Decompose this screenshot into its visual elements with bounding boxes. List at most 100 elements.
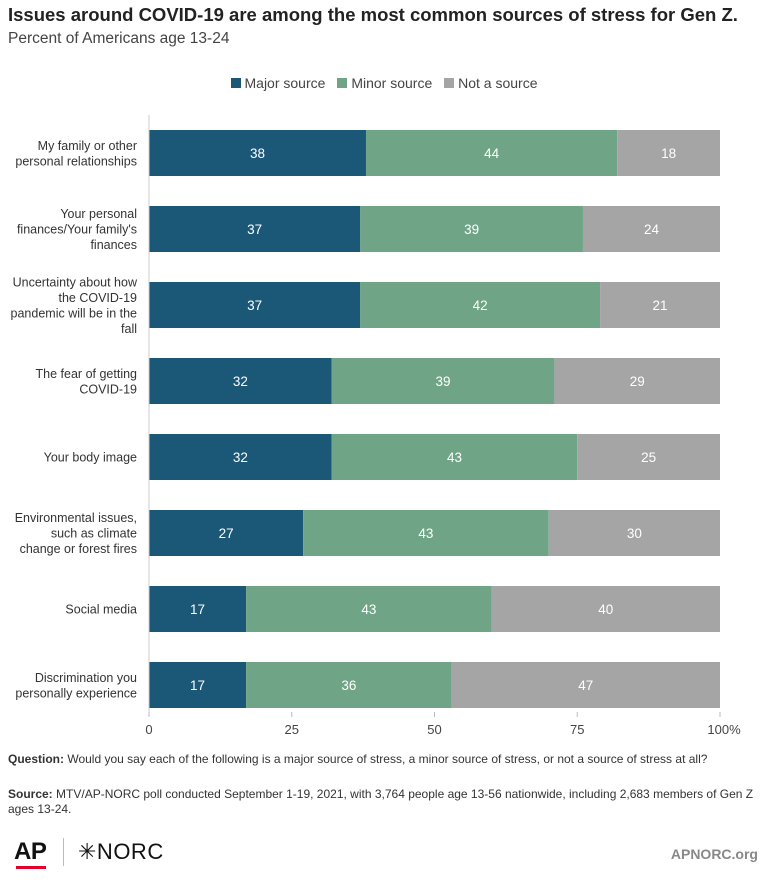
- bar-value-label-major-5: 27: [219, 526, 234, 541]
- category-label-line: personally experience: [15, 686, 137, 700]
- site-url: APNORC.org: [670, 846, 758, 862]
- category-label-line: finances/Your family's: [17, 223, 137, 237]
- question-text: Would you say each of the following is a…: [67, 752, 708, 766]
- bar-value-label-not-5: 30: [627, 526, 642, 541]
- category-label-line: Environmental issues,: [15, 511, 137, 525]
- norc-logo: ✳NORC: [78, 839, 164, 864]
- bar-value-label-major-1: 37: [247, 222, 262, 237]
- category-label-line: such as climate: [51, 527, 137, 541]
- bar-major-1: [149, 206, 361, 252]
- ap-logo-underline: [16, 866, 46, 869]
- x-tick-label-0: 0: [145, 722, 152, 737]
- footnote-source: Source: MTV/AP-NORC poll conducted Septe…: [8, 787, 760, 817]
- category-label-line: Social media: [65, 603, 137, 617]
- bar-value-label-minor-6: 43: [361, 602, 376, 617]
- bar-not-6: [491, 586, 720, 632]
- bar-value-label-not-3: 29: [630, 374, 645, 389]
- category-label-1: Your personal finances/Your family's finan…: [17, 207, 137, 252]
- bar-value-label-not-1: 24: [644, 222, 660, 237]
- legend-item-major: Major source: [230, 75, 326, 91]
- logo-divider: [63, 838, 64, 866]
- bar-value-label-not-0: 18: [661, 146, 676, 161]
- x-tick-label-4: 100%: [707, 722, 741, 737]
- legend: Major source Minor source Not a source: [0, 75, 768, 91]
- bar-not-5: [548, 510, 720, 556]
- bar-value-label-not-6: 40: [598, 602, 613, 617]
- bar-major-4: [149, 434, 332, 480]
- bar-minor-0: [365, 130, 618, 176]
- bar-minor-5: [303, 510, 549, 556]
- bar-not-1: [582, 206, 720, 252]
- bar-value-label-major-3: 32: [233, 374, 248, 389]
- bar-value-label-major-7: 17: [190, 678, 205, 693]
- bar-value-label-minor-3: 39: [436, 374, 451, 389]
- bar-not-3: [554, 358, 720, 404]
- category-label-line: COVID-19: [79, 382, 137, 396]
- category-label-4: Your body image: [44, 451, 137, 465]
- legend-label-not: Not a source: [458, 75, 538, 91]
- category-label-line: The fear of getting: [36, 367, 138, 381]
- x-tick-label-1: 25: [285, 722, 299, 737]
- x-tick-label-3: 75: [570, 722, 584, 737]
- bar-value-label-major-4: 32: [233, 450, 248, 465]
- bar-value-label-not-7: 47: [578, 678, 593, 693]
- bar-value-label-minor-1: 39: [464, 222, 479, 237]
- bar-major-0: [149, 130, 366, 176]
- x-tick-label-2: 50: [427, 722, 441, 737]
- category-label-line: personal relationships: [15, 154, 137, 168]
- ap-logo: AP: [14, 838, 47, 865]
- bar-not-0: [617, 130, 720, 176]
- bar-major-5: [149, 510, 304, 556]
- category-label-line: pandemic will be in the: [11, 306, 138, 320]
- bar-value-label-minor-7: 36: [341, 678, 356, 693]
- bar-major-3: [149, 358, 332, 404]
- bar-minor-4: [331, 434, 578, 480]
- legend-swatch-major: [230, 78, 241, 89]
- bar-major-6: [149, 586, 247, 632]
- bar-value-label-minor-5: 43: [418, 526, 433, 541]
- bar-minor-6: [246, 586, 492, 632]
- legend-label-major: Major source: [244, 75, 326, 91]
- bar-not-7: [451, 662, 720, 708]
- category-label-line: Uncertainty about how: [13, 275, 138, 289]
- legend-swatch-minor: [337, 78, 348, 89]
- category-label-line: My family or other: [38, 139, 137, 153]
- legend-swatch-not: [444, 78, 455, 89]
- category-label-line: Your personal: [60, 207, 137, 221]
- bar-not-4: [577, 434, 720, 480]
- bar-value-label-minor-0: 44: [484, 146, 500, 161]
- legend-item-not: Not a source: [444, 75, 538, 91]
- bar-value-label-minor-4: 43: [447, 450, 462, 465]
- category-label-3: The fear of getting COVID-19: [36, 367, 138, 397]
- legend-label-minor: Minor source: [351, 75, 433, 91]
- bar-minor-2: [360, 282, 601, 328]
- bar-value-label-not-2: 21: [653, 298, 668, 313]
- category-label-0: My family or other personal relationships: [15, 139, 137, 169]
- bar-value-label-major-6: 17: [190, 602, 205, 617]
- category-label-line: Discrimination you: [35, 671, 137, 685]
- category-label-line: Your body image: [44, 451, 137, 465]
- category-label-6: Social media: [65, 603, 137, 617]
- category-label-2: Uncertainty about how the COVID-19 pandemi…: [11, 275, 138, 336]
- bar-value-label-major-2: 37: [247, 298, 262, 313]
- category-label-7: Discrimination you personally experience: [15, 671, 137, 701]
- category-label-line: the COVID-19: [58, 291, 137, 305]
- bar-major-7: [149, 662, 247, 708]
- bar-value-label-major-0: 38: [250, 146, 265, 161]
- category-label-line: fall: [121, 322, 137, 336]
- bar-value-label-not-4: 25: [641, 450, 656, 465]
- category-label-5: Environmental issues, such as climate chan…: [15, 511, 137, 556]
- bar-major-2: [149, 282, 361, 328]
- bar-value-label-minor-2: 42: [473, 298, 488, 313]
- bar-minor-1: [360, 206, 583, 252]
- chart-title: Issues around COVID-19 are among the mos…: [8, 4, 738, 25]
- category-label-line: change or forest fires: [20, 542, 137, 556]
- source-label: Source:: [8, 787, 53, 801]
- chart-subtitle: Percent of Americans age 13-24: [8, 30, 230, 47]
- bar-minor-7: [246, 662, 452, 708]
- bar-minor-3: [331, 358, 555, 404]
- source-text: MTV/AP-NORC poll conducted September 1-1…: [8, 787, 754, 816]
- bar-not-2: [600, 282, 720, 328]
- legend-item-minor: Minor source: [337, 75, 432, 91]
- category-label-line: finances: [90, 238, 137, 252]
